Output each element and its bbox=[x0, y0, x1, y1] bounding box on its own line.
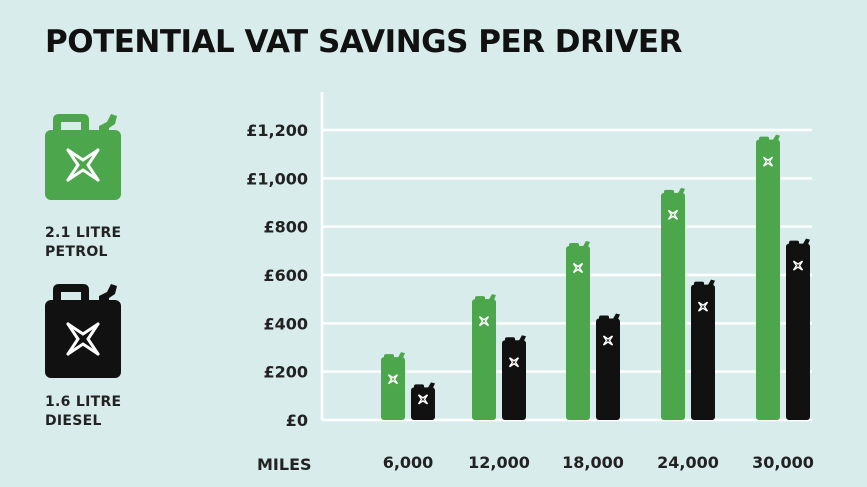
bar-diesel-3 bbox=[691, 279, 715, 420]
jerry-can-handle bbox=[384, 354, 395, 361]
bar-petrol-4 bbox=[756, 134, 780, 420]
jerry-can-spout bbox=[772, 134, 780, 143]
y-tick-label: £400 bbox=[263, 314, 308, 333]
jerry-can-spout bbox=[518, 335, 526, 344]
chart-title: POTENTIAL VAT SAVINGS PER DRIVER bbox=[45, 24, 682, 60]
bar bbox=[661, 192, 685, 420]
jerry-can-mark bbox=[762, 156, 774, 167]
jerry-can-handle bbox=[414, 384, 425, 391]
legend-diesel-line2: DIESEL bbox=[45, 413, 102, 429]
y-tick-label: £800 bbox=[263, 218, 308, 237]
jerry-can-handle bbox=[789, 240, 800, 247]
jerry-can-handle bbox=[759, 136, 770, 143]
jerry-can-mark bbox=[387, 374, 399, 385]
x-axis-label: MILES bbox=[257, 455, 312, 474]
bars bbox=[381, 134, 810, 420]
bar bbox=[566, 246, 590, 420]
legend-petrol-label: 2.1 LITRE PETROL bbox=[45, 224, 121, 262]
jerry-can-spout bbox=[397, 352, 405, 361]
bar-diesel-1 bbox=[502, 335, 526, 420]
bar bbox=[381, 357, 405, 420]
x-tick-label: 24,000 bbox=[657, 453, 719, 472]
jerry-can-handle bbox=[505, 337, 516, 344]
jerry-can-handle bbox=[664, 189, 675, 196]
x-tick-label: 30,000 bbox=[752, 453, 814, 472]
bar-petrol-2 bbox=[566, 241, 590, 420]
bar-petrol-3 bbox=[661, 187, 685, 420]
y-tick-label: £1,200 bbox=[246, 121, 308, 140]
bar-diesel-0 bbox=[411, 382, 435, 420]
jerry-can-mark bbox=[478, 316, 490, 327]
legend-diesel-label: 1.6 LITRE DIESEL bbox=[45, 393, 121, 431]
bar bbox=[596, 318, 620, 420]
bar bbox=[472, 299, 496, 420]
jerry-can-spout bbox=[677, 187, 685, 196]
jerry-can-mark bbox=[508, 357, 520, 368]
legend-petrol-line2: PETROL bbox=[45, 244, 108, 260]
y-tick-label: £200 bbox=[263, 363, 308, 382]
bar-petrol-0 bbox=[381, 352, 405, 420]
jerry-can-spout bbox=[582, 241, 590, 249]
jerry-can-spout bbox=[427, 382, 435, 391]
jerry-can-mark bbox=[697, 301, 709, 312]
legend-diesel-line1: 1.6 LITRE bbox=[45, 394, 122, 410]
y-tick-label: £0 bbox=[286, 411, 308, 430]
petrol-jerry-can-icon bbox=[45, 114, 121, 200]
bar-diesel-4 bbox=[786, 238, 810, 420]
jerry-can-mark bbox=[572, 262, 584, 274]
y-tick-label: £1,000 bbox=[246, 169, 308, 188]
jerry-can-spout bbox=[488, 294, 496, 303]
jerry-can-mark bbox=[417, 394, 429, 405]
bar-diesel-2 bbox=[596, 313, 620, 420]
x-axis-ticks: 6,000 12,000 18,000 24,000 30,000 MILES bbox=[257, 453, 814, 474]
jerry-can-mark bbox=[792, 260, 804, 271]
x-tick-label: 6,000 bbox=[383, 453, 434, 472]
jerry-can-handle bbox=[569, 243, 580, 249]
jerry-can-mark bbox=[602, 335, 614, 346]
jerry-can-spout bbox=[707, 279, 715, 288]
bar bbox=[411, 387, 435, 420]
jerry-can-handle bbox=[694, 281, 705, 288]
legend-petrol-line1: 2.1 LITRE bbox=[45, 225, 122, 241]
bar bbox=[786, 243, 810, 420]
x-tick-label: 12,000 bbox=[468, 453, 530, 472]
bar bbox=[502, 340, 526, 420]
bar bbox=[691, 284, 715, 420]
jerry-can-spout bbox=[802, 238, 810, 247]
y-tick-label: £600 bbox=[263, 266, 308, 285]
bar bbox=[756, 139, 780, 420]
jerry-can-mark bbox=[667, 209, 679, 220]
x-tick-label: 18,000 bbox=[562, 453, 624, 472]
y-axis-ticks: £0 £200 £400 £600 £800 £1,000 £1,200 bbox=[246, 121, 308, 430]
jerry-can-handle bbox=[475, 296, 486, 303]
jerry-can-handle bbox=[599, 315, 610, 322]
diesel-jerry-can-icon bbox=[45, 284, 121, 378]
bar-petrol-1 bbox=[472, 294, 496, 420]
jerry-can-spout bbox=[612, 313, 620, 322]
